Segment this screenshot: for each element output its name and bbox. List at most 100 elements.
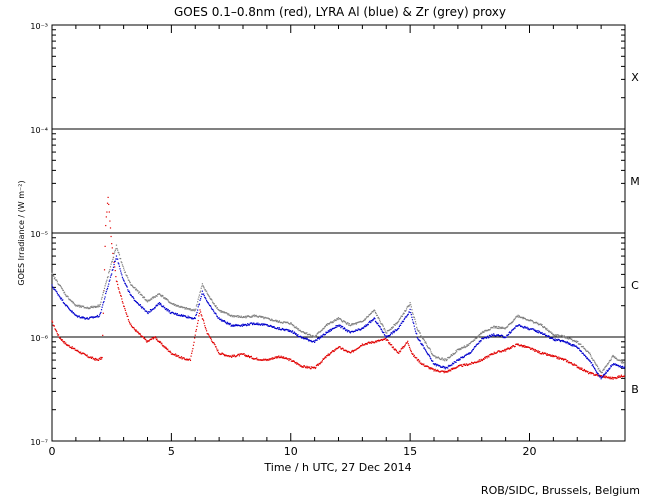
data-point (394, 323, 396, 326)
data-point (182, 314, 184, 316)
data-point (271, 326, 273, 328)
data-point (531, 320, 534, 322)
data-point (106, 277, 109, 279)
data-point (72, 312, 75, 314)
data-point (584, 348, 586, 350)
data-point (410, 304, 412, 306)
data-point (180, 305, 182, 307)
data-point (78, 351, 80, 353)
data-point (434, 364, 436, 366)
data-point (319, 337, 322, 339)
data-point (189, 358, 191, 360)
data-point (519, 345, 521, 347)
data-point (555, 340, 557, 342)
data-point (357, 329, 359, 332)
data-point (260, 316, 262, 318)
data-point (516, 316, 519, 318)
data-point (241, 325, 243, 327)
data-point (237, 354, 239, 356)
data-point (527, 328, 529, 330)
data-point (348, 324, 350, 326)
data-point (300, 337, 303, 339)
data-point (383, 338, 386, 340)
data-point (305, 338, 307, 340)
data-point (291, 324, 294, 326)
data-point (460, 364, 463, 366)
data-point (545, 353, 547, 355)
data-point (412, 321, 414, 323)
data-point (102, 304, 104, 306)
data-point (616, 363, 618, 366)
data-point (317, 332, 319, 334)
data-point (547, 329, 549, 331)
data-point (552, 355, 554, 357)
data-point (60, 297, 63, 299)
data-point (86, 306, 88, 308)
data-point (339, 325, 341, 327)
data-point (296, 327, 298, 329)
data-point (181, 306, 183, 308)
data-point (496, 334, 498, 336)
data-point (131, 285, 134, 287)
data-point (527, 319, 529, 321)
data-point (398, 327, 400, 329)
data-point (302, 337, 304, 339)
data-point (565, 337, 568, 339)
data-point (174, 354, 176, 356)
data-point (294, 333, 297, 335)
data-point (87, 318, 90, 320)
data-point (201, 285, 203, 287)
data-point (491, 333, 493, 336)
data-point (540, 352, 542, 355)
data-point (395, 329, 397, 331)
data-point (114, 251, 116, 253)
data-point (210, 307, 212, 309)
flare-class-label: B (631, 383, 639, 396)
data-point (191, 350, 193, 352)
data-point (548, 330, 550, 332)
data-point (622, 375, 624, 378)
data-point (198, 303, 201, 305)
data-point (111, 260, 113, 262)
data-point (468, 344, 470, 346)
data-point (200, 295, 202, 298)
data-point (111, 261, 113, 263)
data-point (577, 340, 579, 343)
data-point (66, 344, 69, 346)
data-point (349, 332, 352, 334)
data-point (556, 339, 559, 341)
data-point (294, 327, 297, 329)
data-point (79, 352, 81, 354)
data-point (399, 350, 402, 352)
data-point (58, 336, 60, 338)
data-point (167, 309, 169, 311)
data-point (321, 361, 323, 363)
data-point (103, 290, 105, 292)
data-point (236, 324, 238, 326)
data-point (97, 359, 100, 362)
data-point (114, 269, 116, 272)
data-point (124, 271, 127, 273)
data-point (123, 305, 125, 308)
data-point (605, 372, 608, 374)
data-point (128, 279, 130, 281)
data-point (421, 336, 423, 339)
data-point (527, 346, 529, 348)
data-point (571, 363, 574, 365)
data-point (244, 316, 246, 318)
data-point (166, 308, 168, 310)
data-point (278, 355, 280, 357)
data-point (163, 345, 165, 347)
data-point (438, 357, 440, 359)
chart-title: GOES 0.1–0.8nm (red), LYRA Al (blue) & Z… (174, 5, 506, 19)
data-point (457, 366, 459, 368)
data-point (352, 351, 355, 353)
data-point (231, 316, 233, 318)
data-point (134, 289, 137, 291)
data-point (115, 255, 118, 257)
data-point (305, 337, 307, 339)
data-point (555, 355, 557, 358)
data-point (537, 330, 539, 332)
data-point (276, 356, 278, 358)
